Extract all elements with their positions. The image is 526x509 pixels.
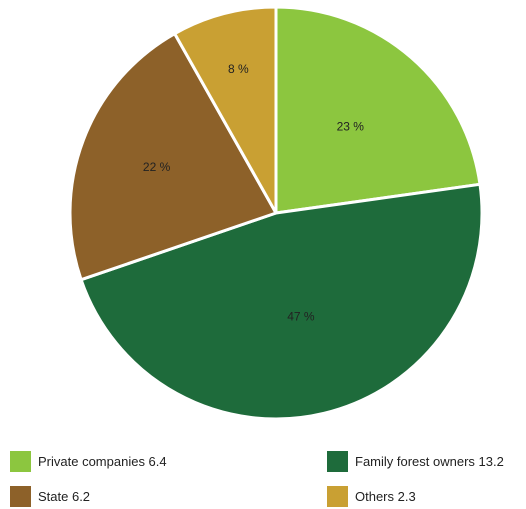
pie-label-private-companies: 23 % bbox=[337, 120, 365, 134]
legend-swatch-private-companies bbox=[10, 450, 31, 472]
legend-label-state: State 6.2 bbox=[38, 488, 91, 504]
pie-slices bbox=[68, 5, 484, 420]
legend-item-family-forest-owners: Family forest owners 13.2 bbox=[327, 450, 504, 472]
legend-swatch-others bbox=[327, 485, 348, 507]
legend-swatch-state bbox=[10, 485, 31, 507]
pie-slice-state bbox=[68, 32, 278, 282]
legend-item-private-companies: Private companies 6.4 bbox=[10, 450, 167, 472]
pie-label-others: 8 % bbox=[228, 62, 249, 76]
legend: Private companies 6.4 Family forest owne… bbox=[0, 440, 526, 509]
pie-labels: 23 % 47 % 22 % 8 % bbox=[143, 62, 364, 324]
legend-item-state: State 6.2 bbox=[10, 485, 90, 507]
legend-label-family-forest-owners: Family forest owners 13.2 bbox=[355, 453, 504, 469]
pie-chart: 23 % 47 % 22 % 8 % bbox=[68, 5, 484, 420]
legend-swatch-family-forest-owners bbox=[327, 450, 348, 472]
legend-item-others: Others 2.3 bbox=[327, 485, 416, 507]
legend-label-others: Others 2.3 bbox=[355, 488, 416, 504]
legend-label-private-companies: Private companies 6.4 bbox=[38, 453, 167, 469]
pie-label-state: 22 % bbox=[143, 160, 171, 174]
pie-label-family-forest-owners: 47 % bbox=[287, 309, 315, 323]
pie-slice-others bbox=[173, 5, 278, 215]
pie-slice-family-forest-owners bbox=[79, 182, 484, 420]
pie-slice-private-companies bbox=[274, 5, 482, 215]
